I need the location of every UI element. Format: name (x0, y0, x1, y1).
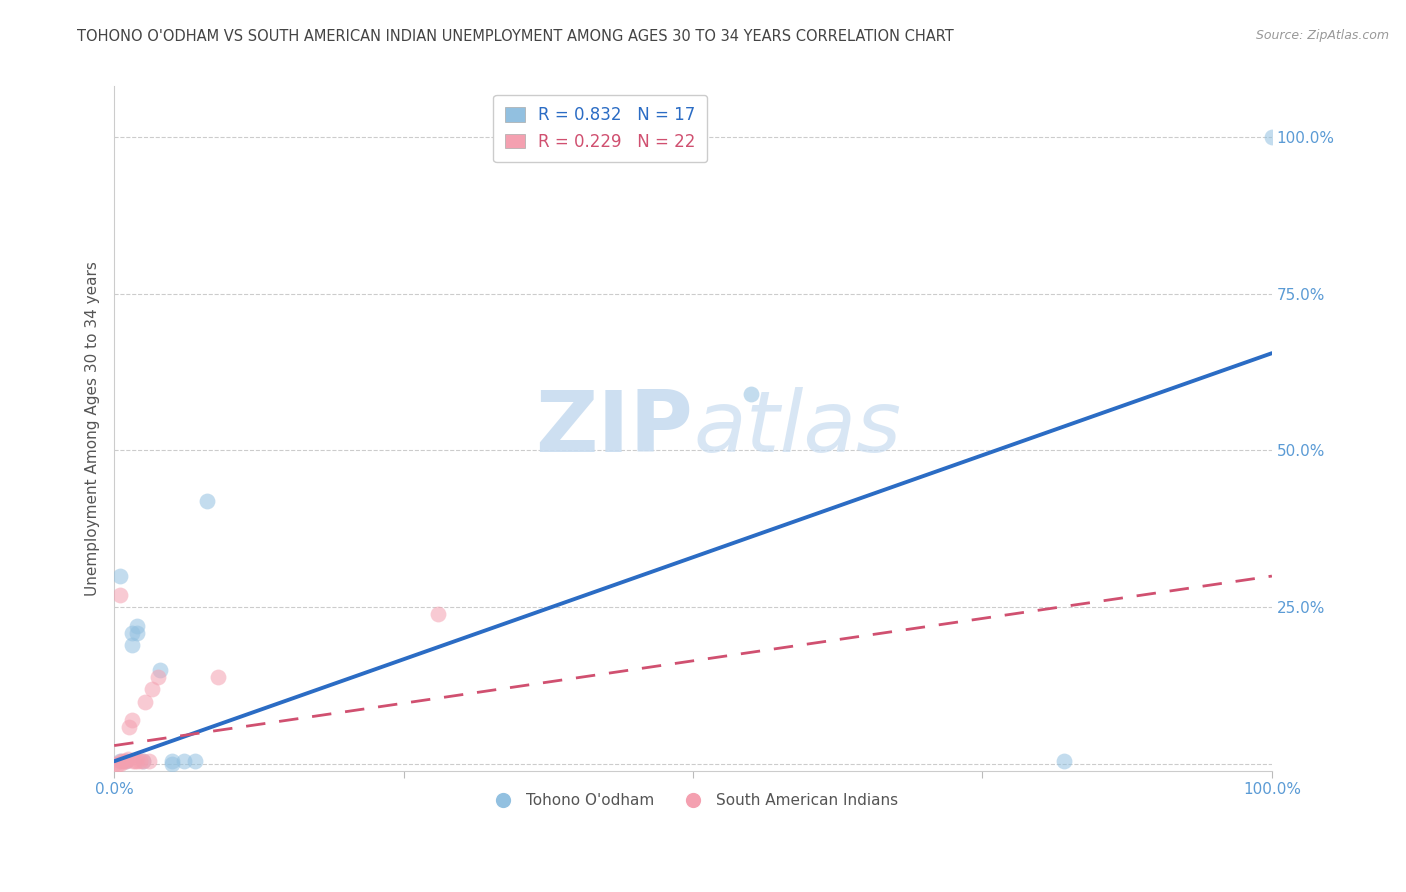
Point (127, 619, 149, 633)
Point (160, 754, 183, 768)
Point (127, 754, 149, 768)
Point (184, 754, 207, 768)
Text: ZIP: ZIP (536, 387, 693, 470)
Point (1052, 754, 1074, 768)
Point (195, 493, 218, 508)
Point (124, 754, 146, 768)
Point (141, 681, 163, 696)
Text: TOHONO O'ODHAM VS SOUTH AMERICAN INDIAN UNEMPLOYMENT AMONG AGES 30 TO 34 YEARS C: TOHONO O'ODHAM VS SOUTH AMERICAN INDIAN … (77, 29, 955, 44)
Point (427, 607, 450, 621)
Point (121, 638, 143, 652)
Point (114, 754, 136, 768)
Point (173, 754, 195, 768)
Point (121, 625, 143, 640)
Text: Source: ZipAtlas.com: Source: ZipAtlas.com (1256, 29, 1389, 42)
Point (112, 754, 135, 768)
Y-axis label: Unemployment Among Ages 30 to 34 years: Unemployment Among Ages 30 to 34 years (86, 261, 100, 596)
Point (207, 669, 229, 683)
Point (121, 714, 143, 728)
Point (128, 754, 150, 768)
Point (117, 752, 139, 766)
Point (134, 695, 156, 709)
Point (1261, 129, 1284, 144)
Point (108, 757, 131, 772)
Point (149, 663, 172, 677)
Point (103, 757, 125, 772)
Point (740, 387, 762, 401)
Point (138, 754, 160, 768)
Point (108, 754, 131, 768)
Point (148, 669, 170, 683)
Point (132, 754, 155, 768)
Point (108, 588, 131, 602)
Point (127, 625, 149, 640)
Point (118, 720, 141, 734)
Legend: Tohono O'odham, South American Indians: Tohono O'odham, South American Indians (482, 787, 904, 814)
Point (132, 754, 155, 768)
Point (110, 754, 132, 768)
Point (114, 754, 136, 768)
Point (107, 757, 129, 772)
Point (108, 569, 131, 583)
Point (160, 757, 183, 772)
Text: atlas: atlas (693, 387, 901, 470)
Point (121, 754, 143, 768)
Point (114, 754, 136, 768)
